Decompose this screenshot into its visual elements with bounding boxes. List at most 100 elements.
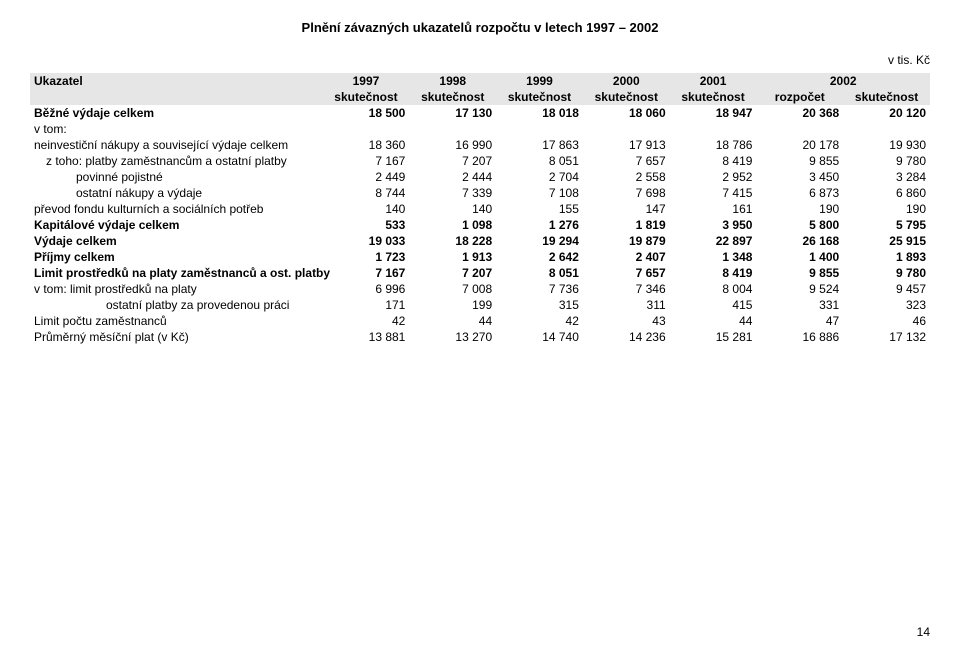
cell-value: 7 657 (583, 265, 670, 281)
cell-value: 2 952 (670, 169, 757, 185)
cell-value: 7 339 (409, 185, 496, 201)
cell-value: 9 855 (756, 153, 843, 169)
cell-value: 1 348 (670, 249, 757, 265)
cell-value: 44 (670, 313, 757, 329)
cell-value: 25 915 (843, 233, 930, 249)
cell-value: 18 228 (409, 233, 496, 249)
table-row: Průměrný měsíční plat (v Kč)13 88113 270… (30, 329, 930, 345)
table-row: ostatní platby za provedenou práci171199… (30, 297, 930, 313)
cell-value: 155 (496, 201, 583, 217)
page-number: 14 (30, 625, 930, 639)
table-row: Limit počtu zaměstnanců42444243444746 (30, 313, 930, 329)
cell-value: 18 360 (323, 137, 410, 153)
cell-value: 3 284 (843, 169, 930, 185)
cell-value: 2 704 (496, 169, 583, 185)
cell-value: 15 281 (670, 329, 757, 345)
cell-value: 8 744 (323, 185, 410, 201)
cell-value: 19 294 (496, 233, 583, 249)
cell-value: 42 (323, 313, 410, 329)
cell-value: 7 207 (409, 153, 496, 169)
row-label: neinvestiční nákupy a související výdaje… (30, 137, 323, 153)
cell-value: 16 886 (756, 329, 843, 345)
row-label: Výdaje celkem (30, 233, 323, 249)
cell-value: 533 (323, 217, 410, 233)
cell-value: 18 947 (670, 105, 757, 121)
cell-value: 1 098 (409, 217, 496, 233)
cell-value: 18 018 (496, 105, 583, 121)
cell-value: 1 893 (843, 249, 930, 265)
row-label: převod fondu kulturních a sociálních pot… (30, 201, 323, 217)
cell-value: 140 (323, 201, 410, 217)
cell-value: 1 723 (323, 249, 410, 265)
cell-value: 323 (843, 297, 930, 313)
cell-value: 147 (583, 201, 670, 217)
cell-value: 3 450 (756, 169, 843, 185)
cell-value: 7 108 (496, 185, 583, 201)
cell-value: 18 786 (670, 137, 757, 153)
cell-value: 9 780 (843, 265, 930, 281)
cell-value (409, 121, 496, 137)
cell-value: 9 855 (756, 265, 843, 281)
subheader-cell: skutečnost (323, 89, 410, 105)
cell-value: 5 795 (843, 217, 930, 233)
cell-value: 42 (496, 313, 583, 329)
table-row: převod fondu kulturních a sociálních pot… (30, 201, 930, 217)
budget-table: Ukazatel 1997 1998 1999 2000 2001 2002 s… (30, 73, 930, 345)
cell-value: 2 444 (409, 169, 496, 185)
cell-value: 315 (496, 297, 583, 313)
cell-value: 16 990 (409, 137, 496, 153)
cell-value: 19 033 (323, 233, 410, 249)
cell-value: 6 996 (323, 281, 410, 297)
row-label: povinné pojistné (30, 169, 323, 185)
col-year: 2000 (583, 73, 670, 89)
cell-value: 14 740 (496, 329, 583, 345)
table-row: Běžné výdaje celkem18 50017 13018 01818 … (30, 105, 930, 121)
cell-value: 20 368 (756, 105, 843, 121)
cell-value: 171 (323, 297, 410, 313)
cell-value: 7 657 (583, 153, 670, 169)
cell-value: 47 (756, 313, 843, 329)
cell-value: 161 (670, 201, 757, 217)
cell-value: 2 642 (496, 249, 583, 265)
cell-value (323, 121, 410, 137)
subheader-cell: skutečnost (409, 89, 496, 105)
cell-value: 6 873 (756, 185, 843, 201)
table-row: Limit prostředků na platy zaměstnanců a … (30, 265, 930, 281)
cell-value: 1 913 (409, 249, 496, 265)
cell-value: 140 (409, 201, 496, 217)
table-subheader-row: skutečnost skutečnost skutečnost skutečn… (30, 89, 930, 105)
cell-value: 415 (670, 297, 757, 313)
cell-value: 18 060 (583, 105, 670, 121)
cell-value: 1 276 (496, 217, 583, 233)
unit-label: v tis. Kč (30, 53, 930, 67)
table-row: povinné pojistné2 4492 4442 7042 5582 95… (30, 169, 930, 185)
col-label-header: Ukazatel (30, 73, 323, 89)
row-label: Průměrný měsíční plat (v Kč) (30, 329, 323, 345)
cell-value: 9 524 (756, 281, 843, 297)
cell-value: 5 800 (756, 217, 843, 233)
col-year: 1998 (409, 73, 496, 89)
cell-value: 7 415 (670, 185, 757, 201)
cell-value: 8 419 (670, 265, 757, 281)
cell-value: 8 051 (496, 265, 583, 281)
cell-value: 2 449 (323, 169, 410, 185)
cell-value: 2 558 (583, 169, 670, 185)
cell-value: 7 698 (583, 185, 670, 201)
table-header-row: Ukazatel 1997 1998 1999 2000 2001 2002 (30, 73, 930, 89)
cell-value: 7 167 (323, 265, 410, 281)
cell-value: 7 167 (323, 153, 410, 169)
table-row: ostatní nákupy a výdaje8 7447 3397 1087 … (30, 185, 930, 201)
cell-value: 18 500 (323, 105, 410, 121)
cell-value: 9 457 (843, 281, 930, 297)
cell-value: 46 (843, 313, 930, 329)
cell-value (496, 121, 583, 137)
subheader-cell: rozpočet (756, 89, 843, 105)
row-label: Limit prostředků na platy zaměstnanců a … (30, 265, 323, 281)
cell-value: 14 236 (583, 329, 670, 345)
col-year: 2002 (756, 73, 930, 89)
cell-value: 1 819 (583, 217, 670, 233)
subheader-cell: skutečnost (843, 89, 930, 105)
table-row: Kapitálové výdaje celkem5331 0981 2761 8… (30, 217, 930, 233)
page-title: Plnění závazných ukazatelů rozpočtu v le… (30, 20, 930, 35)
table-row: z toho: platby zaměstnancům a ostatní pl… (30, 153, 930, 169)
